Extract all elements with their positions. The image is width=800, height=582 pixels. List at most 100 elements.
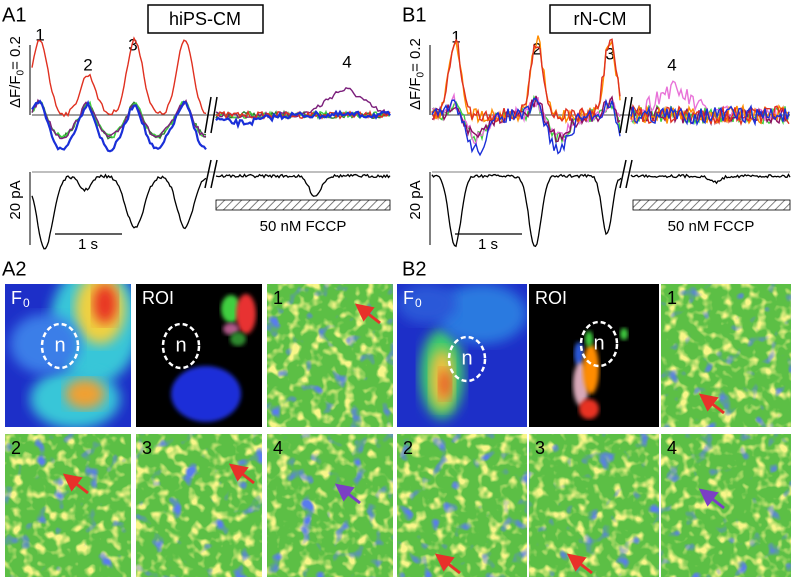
noise-blue <box>5 434 131 577</box>
roi <box>236 294 256 334</box>
panel-label: B2 <box>402 258 426 280</box>
intensity-blob <box>93 284 117 324</box>
fluorescence-trace <box>31 99 207 153</box>
break-mark <box>625 96 633 134</box>
break-mark <box>619 159 627 189</box>
roi <box>583 344 599 394</box>
noise-blue <box>529 434 659 577</box>
intensity-blob <box>65 379 105 409</box>
tile-label: 1 <box>273 288 283 308</box>
drug-label: 50 nM FCCP <box>260 218 347 235</box>
intensity-blob <box>397 284 457 324</box>
dff-main: ΔF/F <box>407 77 424 110</box>
noise-blue <box>267 284 393 427</box>
intensity-blob <box>10 314 80 374</box>
break-mark <box>204 96 212 134</box>
panel-label: A2 <box>2 258 26 280</box>
peak-label: 2 <box>83 55 92 74</box>
time-scale-label: 1 s <box>78 236 98 253</box>
intensity-blob <box>437 284 527 344</box>
nucleus-outline <box>579 320 619 368</box>
fluorescence-trace <box>630 104 790 127</box>
nucleus-outline <box>161 322 201 370</box>
title-box <box>147 4 264 34</box>
dff-scale-label: ΔF/F0 = 0.2 <box>7 36 27 108</box>
dff-scale-label: ΔF/F0 = 0.2 <box>407 38 427 110</box>
tile-label: ROI <box>535 288 567 308</box>
tile-label-sub: 0 <box>415 296 422 310</box>
dff-rest: = 0.2 <box>7 36 24 70</box>
arrow <box>62 473 89 495</box>
panel-label: B1 <box>402 4 426 26</box>
tile-label: 2 <box>403 438 413 458</box>
arrow <box>434 553 461 575</box>
fluorescence-trace <box>31 98 207 140</box>
nucleus-label: n <box>54 334 65 356</box>
image-tile <box>529 284 659 427</box>
arrow <box>698 488 725 510</box>
arrow <box>228 463 255 485</box>
image-tile <box>5 284 131 427</box>
dff-sub: 0 <box>416 71 427 77</box>
roi <box>620 328 628 340</box>
noise-blue <box>136 434 262 577</box>
tile-label: 3 <box>142 438 152 458</box>
nucleus-label: n <box>593 332 604 354</box>
current-scale-label: 20 pA <box>407 180 424 219</box>
noise-blue <box>397 434 527 577</box>
panel-label: A1 <box>2 4 26 26</box>
image-tile <box>136 284 262 427</box>
break-mark <box>204 159 212 189</box>
fluorescence-trace <box>215 109 391 130</box>
tile-label: ROI <box>142 288 174 308</box>
drug-bar <box>215 199 391 211</box>
nucleus-label: n <box>461 347 472 369</box>
peak-label: 3 <box>605 44 614 63</box>
image-tile <box>5 434 131 577</box>
current-scale-label: 20 pA <box>7 180 24 219</box>
roi <box>171 366 241 422</box>
peak-label: 3 <box>128 35 137 54</box>
tile-label: 1 <box>667 288 677 308</box>
roi <box>585 331 593 347</box>
current-trace <box>431 173 622 248</box>
break-mark <box>619 96 627 134</box>
tile-label: F <box>403 288 414 308</box>
title-box <box>549 4 651 34</box>
image-tile <box>397 434 527 577</box>
roi <box>223 323 239 335</box>
dff-main: ΔF/F <box>7 75 24 108</box>
peak-label: 4 <box>667 55 676 74</box>
fluorescence-trace <box>31 36 207 118</box>
image-tile <box>397 284 527 427</box>
roi <box>221 295 241 323</box>
tile-label: 3 <box>535 438 545 458</box>
tile-label: 2 <box>11 438 21 458</box>
arrow <box>698 393 725 415</box>
tile-label: 4 <box>667 438 677 458</box>
arrow <box>566 553 593 575</box>
image-tile <box>529 434 659 577</box>
break-mark <box>625 159 633 189</box>
current-trace <box>31 173 207 250</box>
noise-blue <box>661 434 791 577</box>
peak-label: 1 <box>35 25 44 44</box>
image-tile <box>267 434 393 577</box>
intensity-blob <box>439 369 451 399</box>
drug-bar <box>632 199 791 211</box>
panel-title: hiPS-CM <box>169 9 241 29</box>
current-trace <box>215 173 391 197</box>
noise-blue <box>267 434 393 577</box>
nucleus-outline <box>40 322 80 370</box>
dff-sub: 0 <box>16 69 27 75</box>
peak-label: 4 <box>342 52 351 71</box>
break-mark <box>210 96 218 134</box>
image-tile <box>661 284 791 427</box>
peak-label: 1 <box>451 27 460 46</box>
tile-label: 4 <box>273 438 283 458</box>
nucleus-label: n <box>175 334 186 356</box>
arrow <box>334 483 361 505</box>
image-tile <box>267 284 393 427</box>
tile-label-sub: 0 <box>23 296 30 310</box>
